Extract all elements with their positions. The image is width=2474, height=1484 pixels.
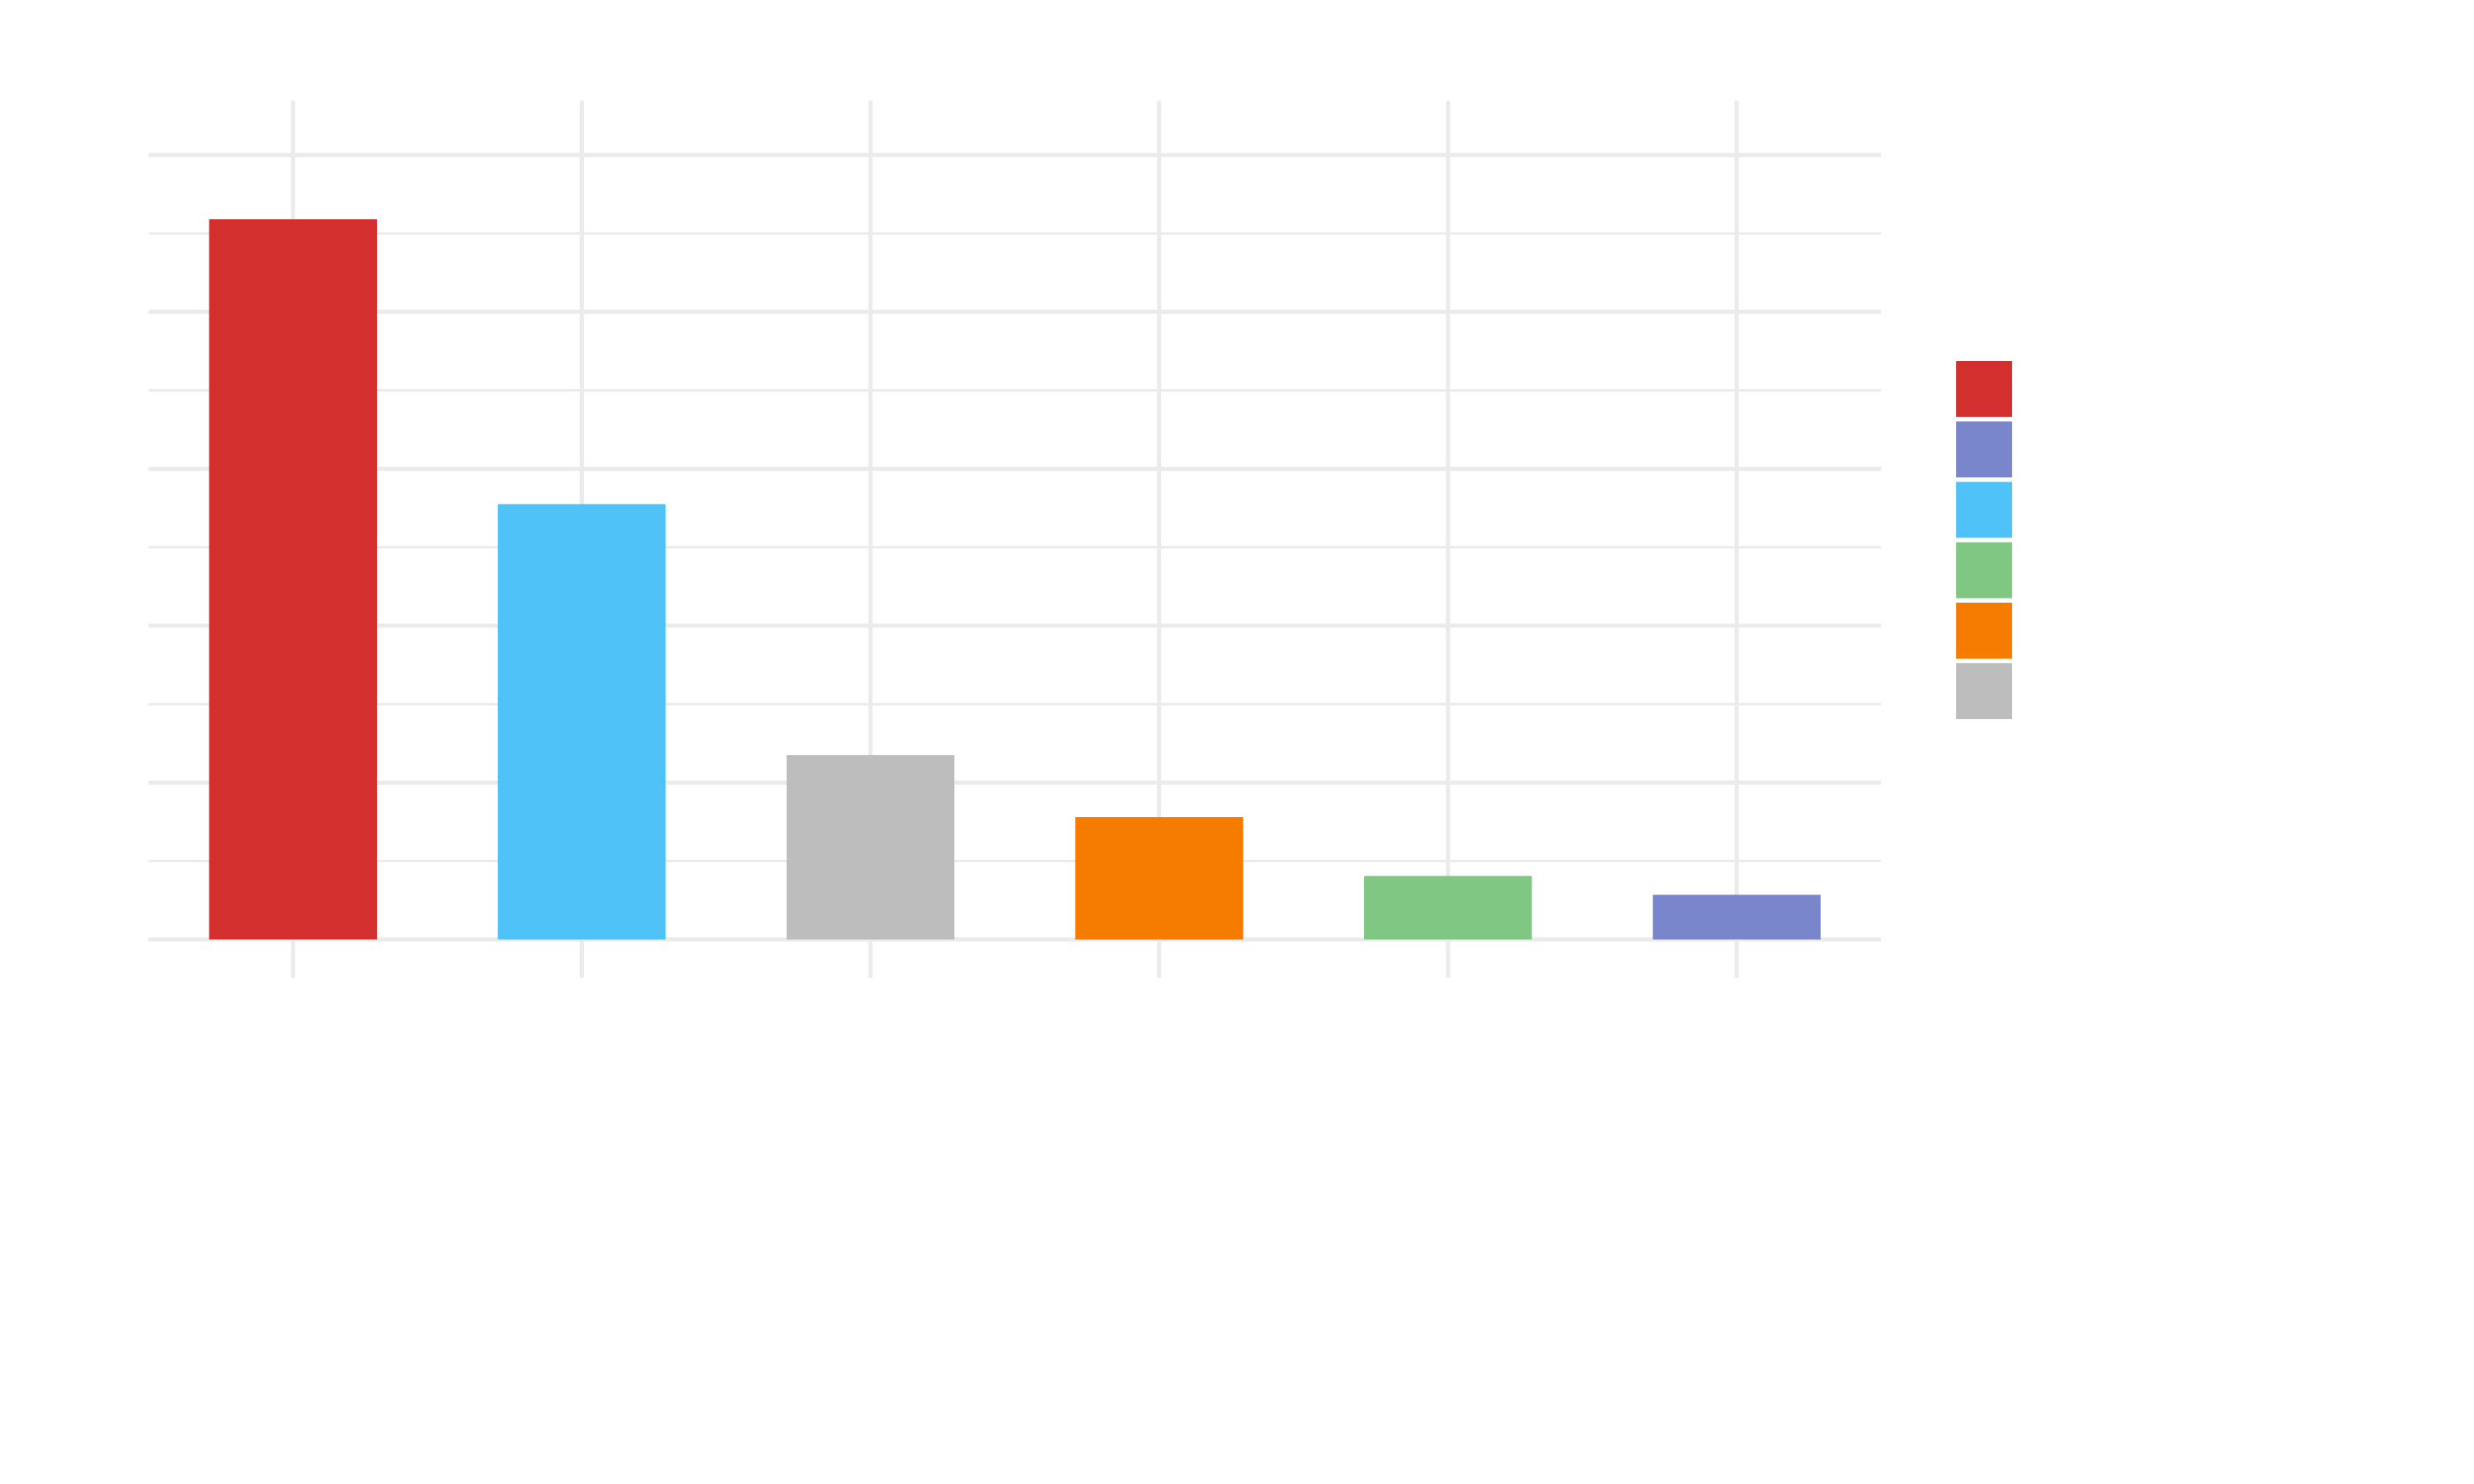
legend-swatch: [1956, 421, 2012, 478]
legend-swatch: [1956, 603, 2012, 659]
bars: [209, 219, 1821, 940]
legend-swatch: [1956, 360, 2012, 417]
legend: [1956, 360, 2012, 720]
bar: [497, 504, 666, 940]
legend-swatch: [1956, 481, 2012, 538]
bar: [786, 754, 955, 940]
bar: [1364, 876, 1532, 940]
bar: [1075, 817, 1244, 940]
bar: [1653, 895, 1821, 940]
bar: [209, 219, 378, 940]
legend-swatch: [1956, 663, 2012, 720]
grid-lines: [148, 101, 1882, 979]
legend-swatch: [1956, 542, 2012, 599]
